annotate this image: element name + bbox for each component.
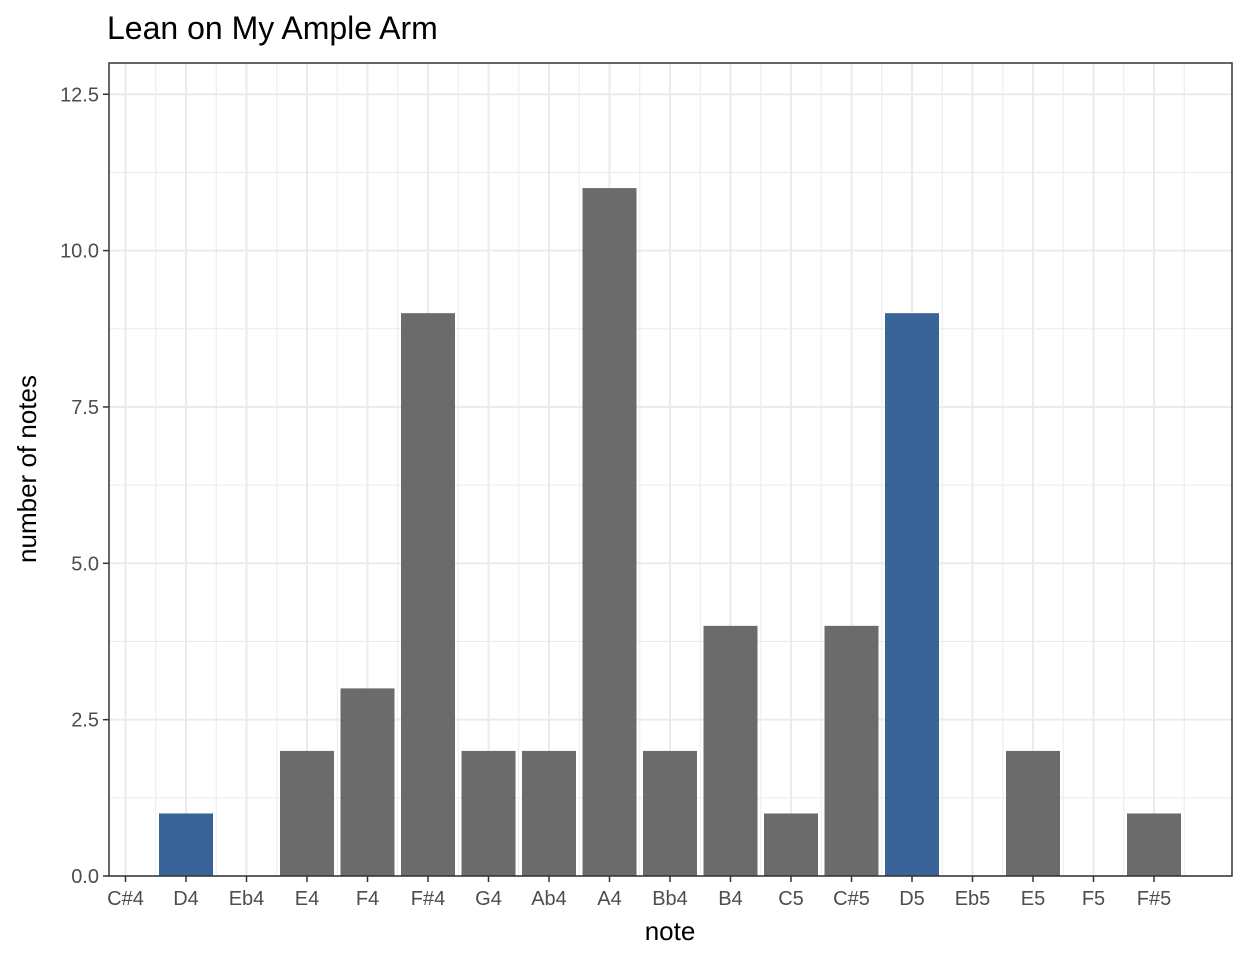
x-tick-label: E5 bbox=[1021, 888, 1045, 910]
x-tick-label: Ab4 bbox=[531, 888, 567, 910]
y-tick-label: 0.0 bbox=[71, 866, 99, 888]
bar-e5 bbox=[1006, 750, 1060, 876]
bar-fsharp4 bbox=[401, 313, 455, 877]
x-tick-label: F4 bbox=[356, 888, 379, 910]
y-tick-label: 5.0 bbox=[71, 553, 99, 575]
x-tick-label: D5 bbox=[899, 888, 925, 910]
x-tick-label: E4 bbox=[295, 888, 319, 910]
x-tick-label: C#4 bbox=[107, 888, 144, 910]
bar-g4 bbox=[461, 750, 516, 876]
x-tick-label: C5 bbox=[778, 888, 804, 910]
y-axis: 0.0 2.5 5.0 7.5 10.0 12.5 bbox=[60, 84, 109, 888]
bar-a4 bbox=[582, 188, 637, 877]
y-tick-label: 2.5 bbox=[71, 710, 99, 732]
bar-ab4 bbox=[522, 750, 576, 876]
x-tick-label: Bb4 bbox=[652, 888, 688, 910]
bar-c5 bbox=[764, 813, 818, 876]
x-tick-label: D4 bbox=[173, 888, 199, 910]
bar-csharp5 bbox=[824, 625, 879, 876]
x-tick-label: F#4 bbox=[411, 888, 445, 910]
bar-d5 bbox=[885, 313, 939, 877]
x-tick-label: A4 bbox=[597, 888, 621, 910]
bar-e4 bbox=[280, 750, 334, 876]
x-tick-label: B4 bbox=[718, 888, 742, 910]
y-axis-title: number of notes bbox=[12, 375, 42, 563]
x-axis: C#4 D4 Eb4 E4 F4 F#4 G4 Ab4 A4 Bb4 B4 C5 C#5 D5 Eb5 E5 F… bbox=[107, 876, 1171, 910]
x-tick-label: Eb5 bbox=[955, 888, 991, 910]
grid-lines bbox=[109, 63, 1232, 877]
x-tick-label: F#5 bbox=[1137, 888, 1171, 910]
bar-f4 bbox=[340, 688, 395, 876]
bar-d4 bbox=[159, 813, 213, 876]
bars bbox=[159, 188, 1181, 877]
chart-title: Lean on My Ample Arm bbox=[107, 10, 438, 46]
y-tick-label: 7.5 bbox=[71, 397, 99, 419]
y-tick-label: 12.5 bbox=[60, 84, 99, 106]
x-tick-label: F5 bbox=[1082, 888, 1105, 910]
bar-b4 bbox=[703, 625, 758, 876]
x-tick-label: G4 bbox=[475, 888, 502, 910]
y-tick-label: 10.0 bbox=[60, 241, 99, 263]
bar-fsharp5 bbox=[1127, 813, 1181, 876]
x-tick-label: Eb4 bbox=[229, 888, 265, 910]
x-axis-title: note bbox=[645, 916, 696, 946]
x-tick-label: C#5 bbox=[833, 888, 870, 910]
bar-bb4 bbox=[643, 750, 697, 876]
